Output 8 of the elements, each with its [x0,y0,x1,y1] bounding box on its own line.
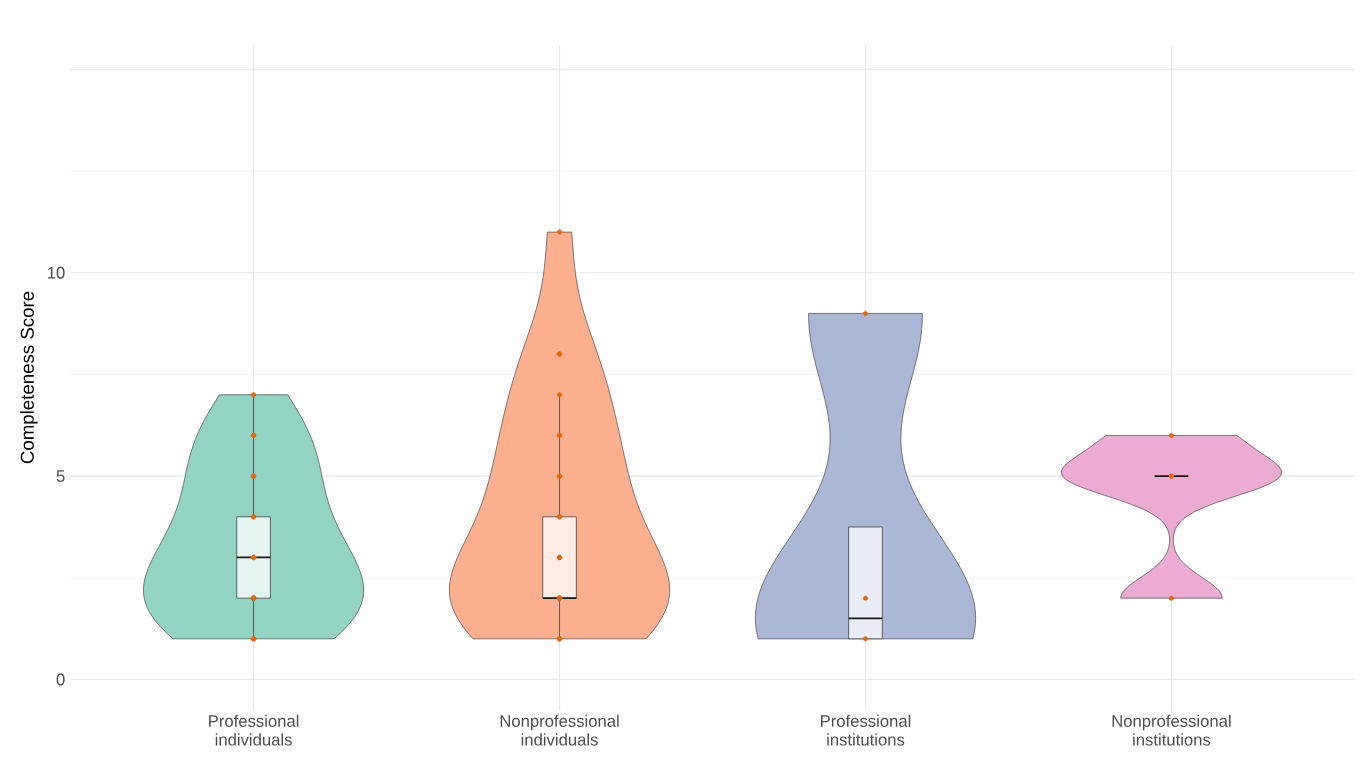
x-tick-label: Professional individuals [209,714,299,746]
y-tick-label: 5 [56,470,65,482]
y-tick-label: 10 [48,266,65,279]
x-tick-label: Professional institutions [820,714,911,746]
x-tick-label: Nonprofessional institutions [1112,714,1231,746]
x-tick-label: Nonprofessional individuals [500,714,619,746]
y-axis-title: Completeness Score [20,291,38,464]
y-tick-label: 0 [56,673,65,686]
